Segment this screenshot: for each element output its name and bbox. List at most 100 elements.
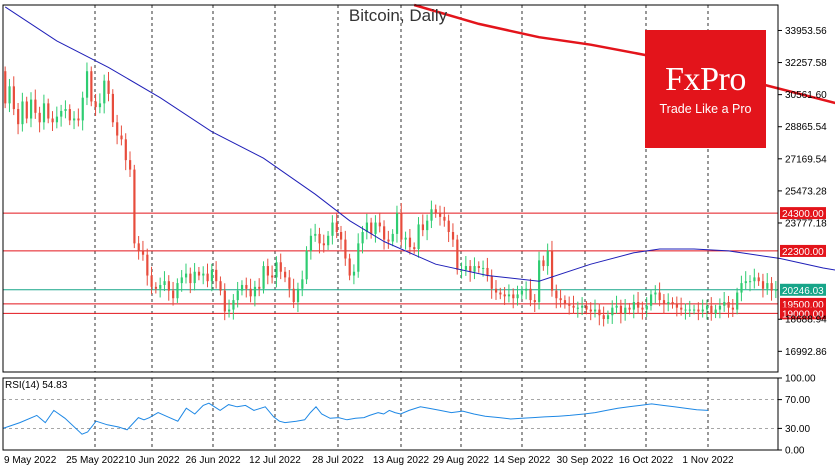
fxpro-logo: FxPro Trade Like a Pro [645, 30, 766, 148]
level-badge [780, 307, 826, 320]
level-badge [780, 283, 826, 296]
candle-body [490, 275, 493, 289]
candle-body [85, 71, 89, 98]
candle-body [365, 222, 369, 233]
candle-body [770, 283, 773, 291]
candle-body [331, 222, 334, 236]
price-tick-label: 16992.86 [785, 347, 827, 358]
candle-body [447, 220, 450, 233]
candle-body [774, 289, 778, 291]
candle-body [107, 80, 110, 94]
level-badge-label: 19500.00 [782, 300, 824, 311]
candle-body [73, 118, 76, 121]
candle-body [512, 294, 515, 299]
candle-body [348, 258, 351, 276]
x-tick-label: 29 Aug 2022 [433, 455, 490, 466]
candle-body [469, 266, 472, 272]
candle-body [55, 116, 59, 123]
candle-body [232, 300, 235, 310]
candle-body [98, 103, 102, 108]
candle-body [387, 239, 390, 242]
candle-body [215, 269, 218, 282]
candle-body [740, 283, 743, 293]
candle-body [568, 303, 571, 306]
candle-body [606, 315, 610, 320]
candle-body [451, 232, 455, 240]
fxpro-tagline: Trade Like a Pro [659, 102, 752, 116]
x-tick-label: 10 Jun 2022 [124, 455, 179, 466]
candle-body [404, 237, 407, 240]
candle-body [624, 307, 627, 314]
candle-body [464, 266, 468, 270]
candle-body [714, 309, 717, 314]
price-tick-label: 28865.54 [785, 122, 827, 133]
candle-body [658, 292, 661, 301]
candle-body [301, 279, 304, 289]
rsi-label: RSI(14) 54.83 [5, 380, 68, 391]
candle-body [38, 112, 41, 123]
fxpro-wordmark: FxPro [665, 61, 746, 98]
candle-body [654, 292, 657, 295]
candle-body [374, 222, 377, 234]
candle-body [21, 101, 24, 125]
candle-body [176, 283, 179, 299]
candle-body [619, 305, 623, 314]
candle-body [572, 305, 575, 308]
candle-body [228, 309, 231, 312]
candle-body [542, 260, 545, 267]
time-axis: 9 May 2022 25 May 2022 10 Jun 2022 26 Jun 2… [4, 455, 734, 466]
candle-body [275, 262, 278, 278]
candle-body [563, 300, 567, 304]
x-tick-label: 1 Nov 2022 [682, 455, 734, 466]
candle-body [150, 275, 153, 287]
candle-body [163, 281, 166, 285]
candle-body [520, 290, 524, 295]
candle-body [116, 122, 119, 136]
candle-body [731, 307, 734, 310]
candle-body [443, 216, 446, 221]
candle-body [77, 118, 80, 121]
candle-body [94, 101, 97, 108]
candle-body [81, 97, 84, 121]
x-tick-label: 28 Jul 2022 [312, 455, 364, 466]
candle-body [327, 235, 330, 246]
price-tick-label: 18688.94 [785, 315, 827, 326]
candle-body [701, 309, 704, 312]
candle-body [202, 273, 205, 276]
candle-body [29, 99, 33, 119]
level-badge-label: 24300.00 [782, 209, 824, 220]
main-panel-frame [2, 4, 779, 373]
candle-body [697, 309, 700, 312]
candle-body [223, 290, 226, 312]
candle-body [529, 288, 532, 301]
candle-body [684, 309, 687, 311]
candle-body [749, 281, 752, 283]
candle-body [667, 302, 670, 304]
candle-body [352, 271, 356, 276]
candle-body [675, 303, 679, 308]
candle-body [628, 307, 631, 310]
candle-body [258, 286, 261, 289]
candle-body [34, 99, 37, 113]
candle-body [486, 267, 489, 276]
candle-body [430, 209, 433, 221]
level-badge-label: 22300.00 [782, 247, 824, 258]
candle-body [4, 71, 7, 104]
candle-body [210, 269, 214, 282]
candle-body [408, 237, 412, 248]
candle-body [723, 302, 726, 306]
candle-body [284, 271, 287, 278]
candle-body [240, 284, 244, 291]
candle-body [25, 101, 28, 119]
candle-body [172, 290, 175, 299]
candle-body [615, 305, 618, 308]
rsi-panel-frame [2, 377, 779, 451]
candle-body [361, 232, 364, 244]
candle-body [559, 298, 562, 301]
candle-body [576, 307, 579, 309]
candle-body [736, 292, 739, 310]
candle-body [279, 262, 282, 272]
candle-body [262, 266, 265, 289]
x-tick-label: 25 May 2022 [66, 455, 124, 466]
candle-body [693, 309, 696, 311]
